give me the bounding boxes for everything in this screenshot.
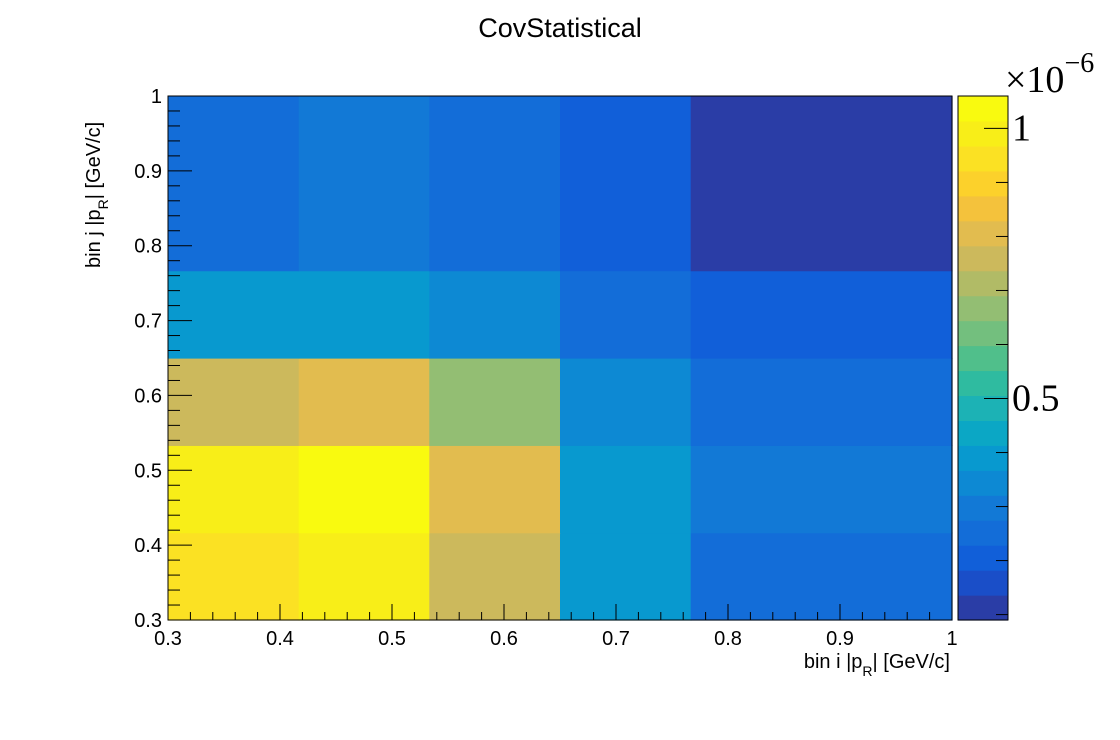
heatmap-cell — [298, 445, 430, 534]
x-tick-label: 1 — [946, 628, 957, 650]
color-scale-swatch — [958, 245, 1008, 272]
heatmap-cell — [560, 270, 692, 359]
heatmap-cell — [429, 96, 561, 272]
color-scale-swatch — [958, 370, 1008, 397]
plot-frame — [167, 95, 953, 621]
color-scale-swatch — [958, 295, 1008, 322]
color-scale-exponent-base: ×10 — [1005, 59, 1064, 101]
x-tick-label: 0.9 — [826, 628, 854, 650]
x-tick-label: 0.6 — [490, 628, 518, 650]
y-tick-label: 1 — [151, 86, 162, 108]
color-scale-exponent-power: −6 — [1064, 48, 1094, 79]
chart-title: CovStatistical — [478, 13, 642, 43]
y-axis-label-suffix: | [GeV/c] — [83, 122, 105, 199]
y-axis-label-prefix: bin j | — [83, 221, 105, 268]
color-scale-swatch — [958, 395, 1008, 421]
color-scale-swatch — [958, 545, 1008, 571]
heatmap-cell — [690, 270, 953, 359]
y-tick-label: 0.4 — [134, 535, 162, 557]
color-scale-swatch — [958, 520, 1008, 546]
y-tick-label: 0.6 — [134, 385, 162, 407]
heatmap-cell — [168, 532, 300, 621]
color-scale-swatch — [958, 220, 1008, 247]
y-axis-label: bin j |pR| [GeV/c] — [83, 122, 111, 268]
svg-text:bin i |pR| [GeV/c]: bin i |pR| [GeV/c] — [804, 651, 950, 679]
color-scale-swatch — [958, 320, 1008, 347]
x-axis-label-prefix: bin i | — [804, 651, 851, 673]
color-scale-swatch — [958, 470, 1008, 496]
heatmap-cell — [429, 532, 561, 621]
heatmap-cell — [168, 445, 300, 534]
heatmap-cell — [168, 96, 300, 272]
heatmap-cell — [168, 358, 300, 446]
heatmap-cell — [429, 270, 561, 359]
y-axis: 0.3 0.4 0.5 0.6 0.7 0.8 0.9 1 — [134, 86, 192, 632]
heatmap-cell — [690, 358, 953, 446]
color-scale-swatch — [958, 195, 1008, 222]
x-tick-label: 0.4 — [266, 628, 294, 650]
svg-text:bin j |pR| [GeV/c]: bin j |pR| [GeV/c] — [83, 122, 111, 268]
color-scale-swatch — [958, 96, 1008, 122]
y-tick-label: 0.3 — [134, 610, 162, 632]
color-scale-tick-label: 0.5 — [1012, 378, 1060, 420]
color-scale-swatch — [958, 120, 1008, 147]
x-axis-label-vector: p — [851, 651, 862, 673]
heatmap-cell — [560, 358, 692, 446]
heatmap-cell — [298, 358, 430, 446]
x-tick-label: 0.7 — [602, 628, 630, 650]
x-axis: 0.3 0.4 0.5 0.6 0.7 0.8 0.9 1 — [154, 604, 958, 650]
color-scale-tick-label: 1 — [1012, 107, 1031, 149]
x-axis-label: bin i |pR| [GeV/c] — [804, 651, 950, 679]
heatmap-cell — [560, 445, 692, 534]
y-tick-label: 0.9 — [134, 161, 162, 183]
heatmap-cell — [168, 270, 300, 359]
y-tick-label: 0.8 — [134, 236, 162, 258]
heatmap-cell — [690, 96, 953, 272]
color-scale-exponent: ×10−6 — [1005, 48, 1094, 101]
heatmap-cell — [560, 96, 692, 272]
heatmap-cells — [168, 96, 953, 621]
heatmap-cell — [429, 358, 561, 446]
heatmap-cell — [560, 532, 692, 621]
color-scale-swatch — [958, 570, 1008, 596]
color-scale-frame — [957, 95, 1009, 621]
color-scale-swatch — [958, 445, 1008, 471]
color-scale-swatch — [958, 145, 1008, 172]
color-scale-swatch — [958, 345, 1008, 372]
y-tick-label: 0.5 — [134, 460, 162, 482]
y-axis-label-subscript: R — [95, 199, 111, 209]
color-scale-swatch — [958, 495, 1008, 521]
color-scale-axis: 0.51 — [984, 107, 1060, 616]
heatmap-cell — [690, 445, 953, 534]
x-axis-label-suffix: | [GeV/c] — [873, 651, 950, 673]
heatmap-cell — [298, 532, 430, 621]
x-tick-label: 0.5 — [378, 628, 406, 650]
color-scale-bar — [958, 96, 1008, 621]
heatmap-cell — [298, 96, 430, 272]
y-tick-label: 0.7 — [134, 311, 162, 333]
y-axis-label-vector: p — [83, 209, 105, 220]
color-scale-swatch — [958, 170, 1008, 197]
x-tick-label: 0.3 — [154, 628, 182, 650]
heatmap-cell — [690, 532, 953, 621]
x-tick-label: 0.8 — [714, 628, 742, 650]
heatmap-cell — [429, 445, 561, 534]
color-scale-swatch — [958, 420, 1008, 446]
color-scale-swatch — [958, 595, 1008, 621]
heatmap-cell — [298, 270, 430, 359]
color-scale-swatch — [958, 270, 1008, 297]
x-axis-label-subscript: R — [862, 663, 872, 679]
